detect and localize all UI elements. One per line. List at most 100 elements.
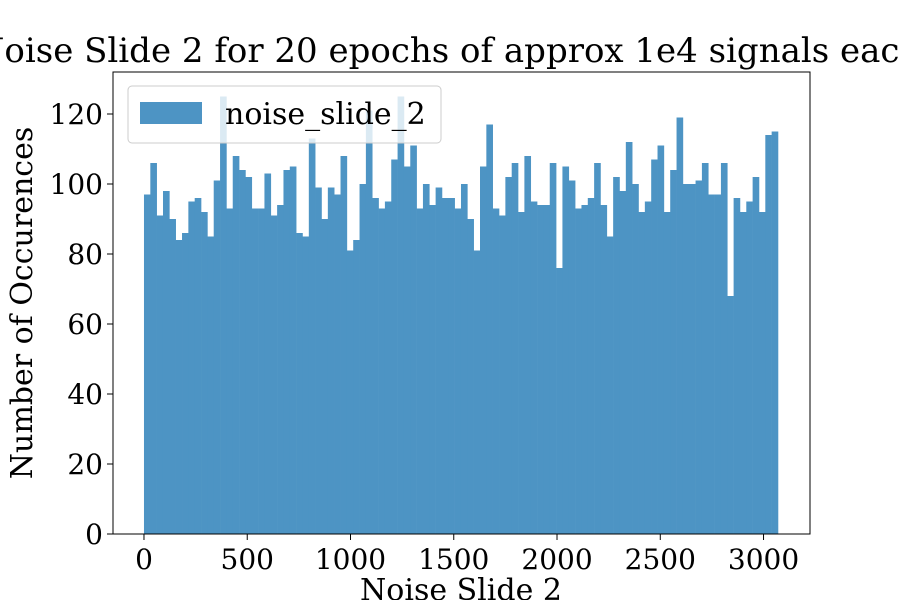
y-tick-label: 20 xyxy=(67,448,103,481)
histogram-bar xyxy=(296,233,303,534)
histogram-bar xyxy=(143,194,151,534)
histogram-bar xyxy=(353,240,360,534)
legend-box xyxy=(127,85,442,144)
histogram-bar xyxy=(505,177,513,534)
histogram-bar xyxy=(549,163,557,534)
histogram-bar xyxy=(619,191,627,534)
histogram-bar xyxy=(239,170,246,534)
histogram-bar xyxy=(587,198,595,534)
histogram-bar xyxy=(632,184,639,534)
histogram-bar xyxy=(473,250,481,534)
legend-swatch xyxy=(140,102,202,124)
histogram-bar xyxy=(562,166,570,534)
histogram-bar xyxy=(733,198,741,534)
histogram-bar xyxy=(714,194,722,534)
histogram-bar xyxy=(359,184,367,534)
histogram-bar xyxy=(315,187,322,534)
histogram-bar xyxy=(226,208,234,534)
histogram-bar xyxy=(771,131,779,534)
x-tick-label: 500 xyxy=(221,543,274,576)
histogram-bar xyxy=(625,142,633,534)
histogram-bar xyxy=(346,250,354,534)
histogram-bar xyxy=(397,96,405,534)
histogram-bar xyxy=(644,201,652,534)
histogram-bar xyxy=(283,170,291,534)
histogram-bar xyxy=(410,145,417,534)
histogram-bar xyxy=(277,205,284,534)
chart-title: Noise Slide 2 for 20 epochs of approx 1e… xyxy=(0,31,900,71)
histogram-bar xyxy=(638,212,646,534)
histogram-bar xyxy=(372,198,379,534)
y-tick-label: 80 xyxy=(67,238,103,271)
histogram-bar xyxy=(232,156,240,534)
histogram-bar xyxy=(270,215,278,534)
histogram-bar xyxy=(758,212,766,534)
histogram-bar xyxy=(201,212,208,534)
histogram-bar xyxy=(480,166,487,534)
histogram-bar xyxy=(448,198,455,534)
histogram-bar xyxy=(416,208,424,534)
histogram-bar xyxy=(518,212,525,534)
histogram-bar xyxy=(467,219,474,534)
histogram-bar xyxy=(568,180,576,534)
histogram-bar xyxy=(663,212,671,534)
y-axis: 0 20 40 60 80 100 120 xyxy=(50,98,113,551)
histogram-bar xyxy=(245,177,253,534)
histogram-bar xyxy=(606,236,614,534)
histogram-bar xyxy=(600,205,608,534)
histogram-bar xyxy=(695,180,703,534)
y-tick-label: 100 xyxy=(50,168,103,201)
histogram-bar xyxy=(524,156,532,534)
y-tick-label: 60 xyxy=(67,308,103,341)
x-tick-label: 1000 xyxy=(315,543,386,576)
x-tick-label: 1500 xyxy=(418,543,489,576)
histogram-bar xyxy=(441,198,449,534)
histogram-bar xyxy=(308,138,316,534)
histogram-bar xyxy=(594,163,601,534)
y-tick-label: 0 xyxy=(85,518,103,551)
histogram-bar xyxy=(327,187,335,534)
histogram-bar xyxy=(194,198,202,534)
histogram-bar xyxy=(429,205,436,534)
x-tick-label: 2500 xyxy=(625,543,696,576)
histogram-bar xyxy=(746,201,753,534)
y-tick-label: 40 xyxy=(67,378,103,411)
y-tick-label: 120 xyxy=(50,98,103,131)
histogram-bar xyxy=(739,212,747,534)
histogram-bar xyxy=(220,96,227,534)
histogram-bar xyxy=(156,215,164,534)
histogram-bar xyxy=(689,184,696,534)
histogram-bar xyxy=(340,156,348,534)
histogram-bar xyxy=(575,208,582,534)
histogram-bar xyxy=(188,201,195,534)
histogram-bar xyxy=(175,240,183,534)
histogram-bar xyxy=(264,173,272,534)
histogram-bar xyxy=(511,163,519,534)
histogram-bar xyxy=(213,180,221,534)
histogram-bar xyxy=(162,191,170,534)
histogram-bar xyxy=(701,163,709,534)
histogram-bar xyxy=(752,177,760,534)
histogram-bar xyxy=(581,205,589,534)
histogram-bar xyxy=(378,208,386,534)
histogram-bar xyxy=(289,166,297,534)
histogram-bar xyxy=(384,201,392,534)
histogram-bar xyxy=(499,215,506,534)
histogram-bar xyxy=(435,187,443,534)
histogram-bar xyxy=(251,208,259,534)
histogram-bar xyxy=(727,296,734,534)
y-axis-label: Number of Occurences xyxy=(5,127,40,479)
histogram-bar xyxy=(422,184,430,534)
legend: noise_slide_2 xyxy=(127,85,442,144)
histogram-bar xyxy=(365,110,373,534)
histogram-bar xyxy=(765,135,772,534)
histogram-bar xyxy=(207,236,215,534)
histogram-bar xyxy=(676,117,684,534)
histogram-bar xyxy=(150,163,157,534)
x-axis-label: Noise Slide 2 xyxy=(360,573,562,600)
histogram-bar xyxy=(391,159,398,534)
histogram-bar xyxy=(670,170,677,534)
plot-frame xyxy=(112,71,811,535)
x-tick-label: 0 xyxy=(135,543,153,576)
